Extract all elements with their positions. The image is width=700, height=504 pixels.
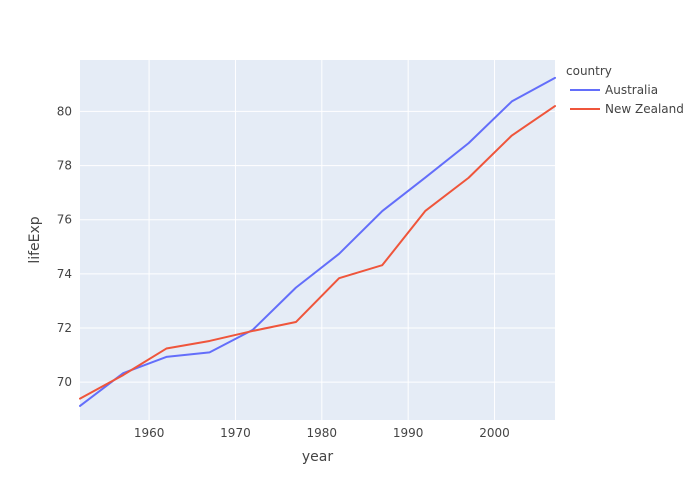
y-tick-label: 80 xyxy=(57,104,72,118)
x-tick-label: 1970 xyxy=(220,426,251,440)
x-axis-ticks: 1960 1970 1980 1990 2000 xyxy=(134,426,510,440)
y-axis-title: lifeExp xyxy=(27,216,43,263)
grid-lines xyxy=(80,60,555,420)
x-tick-label: 1960 xyxy=(134,426,165,440)
x-tick-label: 2000 xyxy=(479,426,510,440)
x-axis-title: year xyxy=(302,449,333,465)
y-tick-label: 74 xyxy=(57,267,72,281)
y-tick-label: 78 xyxy=(57,159,72,173)
y-tick-label: 70 xyxy=(57,375,72,389)
y-tick-label: 72 xyxy=(57,321,72,335)
legend-label: Australia xyxy=(605,83,658,97)
y-tick-label: 76 xyxy=(57,213,72,227)
legend-item-new-zealand: New Zealand xyxy=(570,102,684,116)
series-line-australia xyxy=(79,76,556,407)
legend-items: Australia New Zealand xyxy=(570,83,684,116)
legend: country Australia New Zealand xyxy=(566,64,684,116)
legend-title: country xyxy=(566,64,612,78)
legend-item-australia: Australia xyxy=(570,83,658,97)
x-tick-label: 1980 xyxy=(307,426,338,440)
x-tick-label: 1990 xyxy=(393,426,424,440)
plot-background xyxy=(80,60,555,420)
y-axis-ticks: 70 72 74 76 78 80 xyxy=(57,104,72,389)
legend-label: New Zealand xyxy=(605,102,684,116)
series-line-new-zealand xyxy=(79,105,556,400)
series-lines xyxy=(79,76,556,407)
